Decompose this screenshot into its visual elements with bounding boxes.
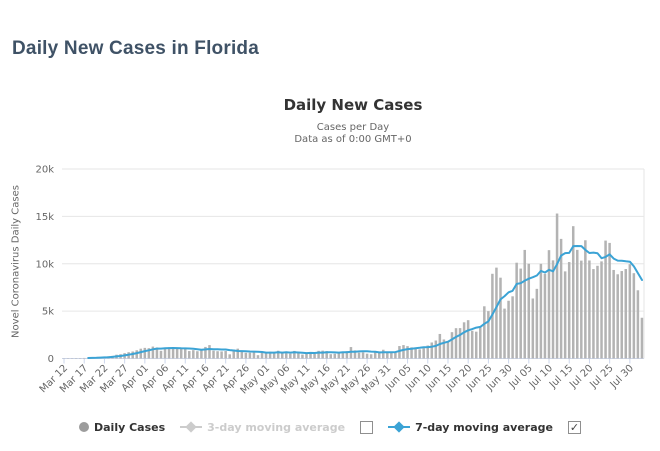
svg-text:0: 0 [48,354,54,365]
chart-title: Daily New Cases [283,96,423,114]
ma7-checkbox[interactable]: ✓ [568,420,581,434]
ma7-marker-icon [388,421,411,433]
chart-legend: Daily Cases 3-day moving average 7-day m… [0,416,660,438]
legend-item-daily-cases[interactable]: Daily Cases [79,421,165,434]
chart-subtitle-line2: Data as of 0:00 GMT+0 [294,134,412,145]
chart-subtitle: Cases per Day Data as of 0:00 GMT+0 [0,122,660,146]
legend-label-7day-ma: 7-day moving average [415,420,553,434]
svg-text:10k: 10k [35,259,54,270]
daily-cases-marker-icon [79,422,89,432]
grid-group [62,168,645,359]
daily-cases-bars[interactable] [62,213,644,359]
x-axis-ticks [63,358,631,364]
legend-label-3day-ma: 3-day moving average [207,420,346,434]
svg-text:20k: 20k [35,165,54,176]
ma3-checkbox[interactable] [360,420,374,434]
ma3-marker-icon [180,421,203,433]
ma7-line [87,245,643,359]
legend-label-daily-cases: Daily Cases [94,420,166,434]
svg-text:15k: 15k [35,212,54,223]
svg-text:5k: 5k [42,307,54,318]
legend-item-3day-ma[interactable]: 3-day moving average [180,421,345,434]
legend-item-7day-ma[interactable]: 7-day moving average [388,421,553,434]
page-title: Daily New Cases in Florida [12,38,260,59]
chart-subtitle-line1: Cases per Day [316,122,390,133]
y-axis-labels: 0 5k 10k 15k 20k [35,165,54,366]
